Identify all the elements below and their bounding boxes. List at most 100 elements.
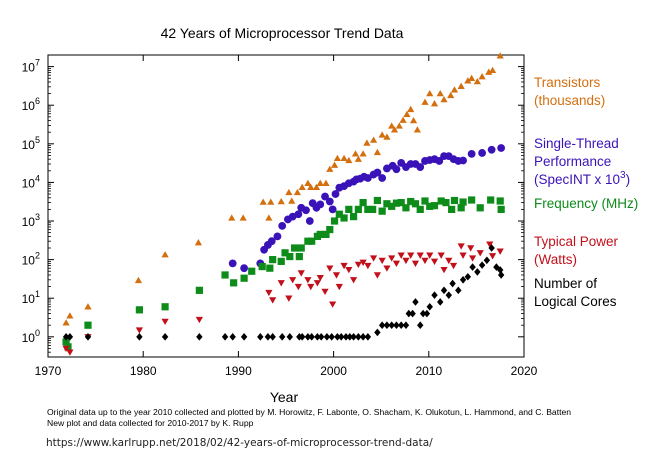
power-point <box>321 288 329 296</box>
frequency-point <box>308 237 316 245</box>
cores-point <box>318 333 325 341</box>
transistor-point <box>395 122 403 129</box>
y-tick-base: 10 <box>22 176 36 190</box>
cores-point <box>497 271 505 279</box>
y-tick-base: 10 <box>22 99 36 113</box>
performance-point <box>273 232 282 241</box>
series-label-line: Number of <box>534 276 597 291</box>
power-point <box>135 327 143 334</box>
cores-point <box>364 333 372 341</box>
frequency-point <box>364 205 372 213</box>
transistor-point <box>369 136 378 143</box>
transistor-point <box>312 183 321 190</box>
power-point <box>369 255 378 262</box>
cores-point <box>359 333 367 341</box>
cores-point <box>355 333 362 341</box>
frequency-point <box>335 210 343 218</box>
power-point <box>289 277 297 284</box>
transistor-point <box>265 214 273 221</box>
frequency-point <box>258 262 266 271</box>
power-point <box>294 283 302 291</box>
transistor-point <box>440 95 448 103</box>
power-point <box>340 262 348 270</box>
y-tick-exponent: 0 <box>35 328 40 338</box>
power-point <box>488 253 497 260</box>
chart-title: 42 Years of Microprocessor Trend Data <box>161 25 404 41</box>
series-label-line: Transistors <box>534 75 601 90</box>
performance-point <box>392 165 401 174</box>
performance-point <box>278 221 287 230</box>
cores-point <box>483 256 491 265</box>
transistor-point <box>447 91 455 99</box>
cores-point <box>62 333 70 341</box>
series-label-suffix: ) <box>626 172 631 187</box>
transistor-point <box>485 68 493 75</box>
axes: 1970 1980 1990 2000 2010 20201001011021031041… <box>22 54 538 378</box>
performance-point <box>328 205 337 214</box>
power-point <box>316 275 324 282</box>
cores-point <box>440 286 448 295</box>
performance-point <box>302 206 310 215</box>
cores-point <box>419 309 427 318</box>
y-tick-label: 105 <box>22 135 40 152</box>
transistor-point <box>161 251 169 258</box>
transistor-point <box>307 183 315 190</box>
power-point <box>440 266 448 274</box>
frequency-point <box>416 205 424 213</box>
transistor-point <box>239 214 247 221</box>
cores-point <box>493 263 500 271</box>
performance-point <box>378 174 387 182</box>
power-point <box>354 261 362 269</box>
power-point <box>345 266 353 274</box>
frequency-point <box>442 199 450 207</box>
transistor-point <box>304 179 312 186</box>
frequency-point <box>448 205 456 213</box>
cores-point <box>342 333 350 341</box>
frequency-point <box>388 202 396 210</box>
transistor-point <box>316 179 324 186</box>
frequency-point <box>266 264 274 272</box>
cores-point <box>304 333 312 341</box>
cores-point <box>459 276 467 284</box>
transistor-point <box>457 82 465 89</box>
power-point <box>476 250 484 257</box>
transistor-point <box>403 110 411 118</box>
series-label-0: Transistors (thousands) <box>534 75 605 108</box>
transistor-point <box>340 154 348 162</box>
power-point <box>304 277 312 284</box>
transistor-point <box>62 319 70 326</box>
power-point <box>468 255 477 262</box>
performance-point <box>294 210 303 219</box>
power-point <box>364 262 372 270</box>
power-point <box>467 245 475 252</box>
performance-point <box>497 144 506 152</box>
transistor-point <box>277 197 285 205</box>
performance-point <box>487 145 496 154</box>
transistor-point <box>426 89 434 97</box>
frequency-point <box>340 214 348 222</box>
performance-point <box>416 163 425 171</box>
series-label-line: Performance <box>534 154 611 169</box>
power-point <box>332 272 341 279</box>
caption-line-2: New plot and data collected for 2010-201… <box>47 418 254 428</box>
transistor-point <box>373 148 381 156</box>
x-axis-label: Year <box>270 389 299 405</box>
frequency-point <box>240 274 248 282</box>
y-tick-label: 104 <box>22 173 40 190</box>
transistor-point <box>228 214 236 221</box>
y-tick-base: 10 <box>22 254 36 268</box>
power-point <box>402 257 410 265</box>
frequency-point <box>459 198 467 206</box>
transistor-point <box>496 52 504 59</box>
y-tick-label: 100 <box>22 328 40 345</box>
transistor-point <box>285 188 293 196</box>
power-point <box>445 257 453 265</box>
transistor-point <box>330 161 339 168</box>
transistor-point <box>359 150 367 157</box>
transistor-point <box>436 89 444 97</box>
frequency-point <box>230 279 238 287</box>
performance-point <box>228 259 237 268</box>
series-1-points <box>228 144 506 273</box>
cores-point <box>402 321 410 329</box>
y-tick-exponent: 5 <box>35 135 40 145</box>
